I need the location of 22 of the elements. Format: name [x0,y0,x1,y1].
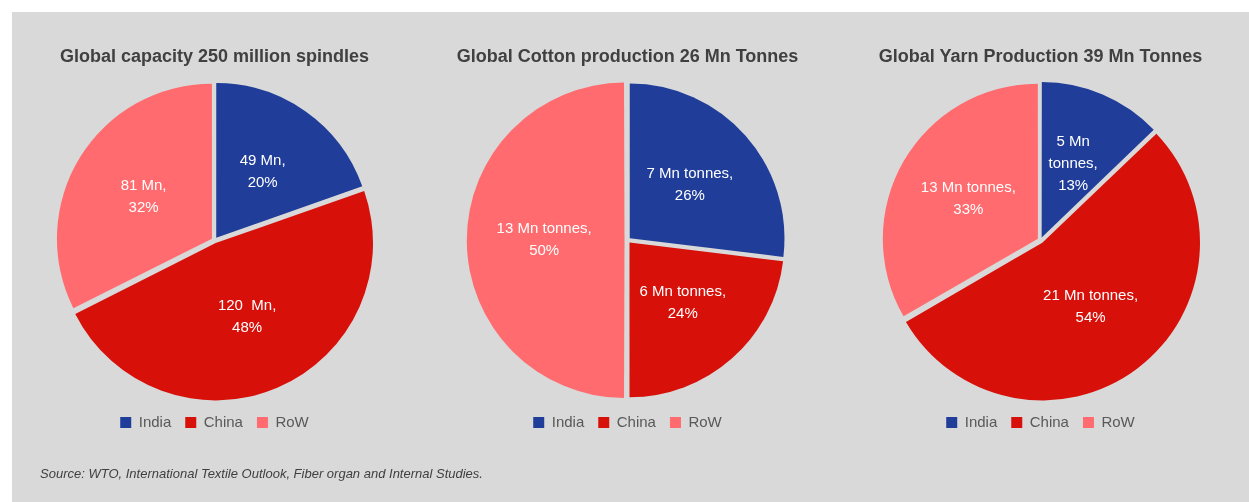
data-label: 49 Mn, 20% [239,151,286,191]
data-label: 81 Mn, 32% [120,175,167,215]
data-label: 21 Mn tonnes, 54% [1043,286,1139,326]
legend-label: China [616,412,657,430]
chart-title: Global capacity 250 million spindles [59,45,370,66]
data-label: 13 Mn tonnes, 50% [496,219,592,259]
data-label: 5 Mn tonnes, 13% [1048,131,1098,193]
data-label: 7 Mn tonnes, 26% [646,164,734,204]
legend-label: China [203,412,244,430]
legend-label: RoW [275,412,310,430]
data-label: 120 Mn, 48% [217,296,277,336]
chart-title: Global Yarn Production 39 Mn Tonnes [878,45,1203,66]
legend-label: China [1029,412,1070,430]
legend-label: RoW [688,412,723,430]
chart-title: Global Cotton production 26 Mn Tonnes [456,45,799,66]
data-label: 13 Mn tonnes, 33% [920,177,1016,217]
legend-label: India [964,412,998,430]
data-label: 6 Mn tonnes, 24% [639,281,727,321]
legend-label: RoW [1101,412,1136,430]
legend-label: India [551,412,585,430]
legend-label: India [138,412,172,430]
source-note: Source: WTO, International Textile Outlook, Fiber organ and Internal Studies. [40,466,483,481]
